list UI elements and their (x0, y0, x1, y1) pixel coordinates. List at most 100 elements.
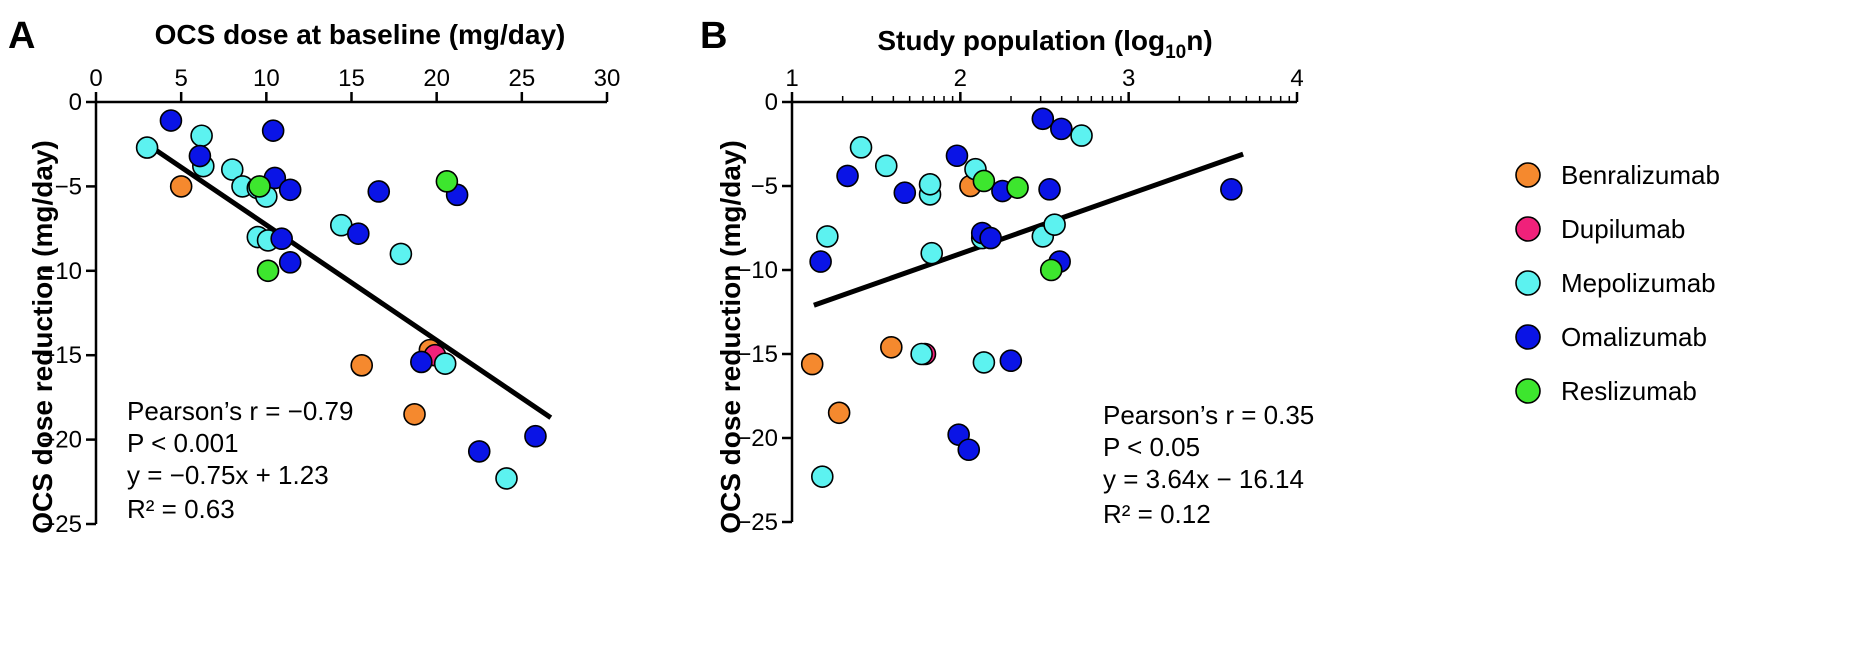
panel-b-y-tick-label: −15 (737, 341, 778, 368)
panel-a-x-tick-label: 0 (89, 65, 102, 92)
panel-a-point-mepolizumab (495, 467, 518, 490)
legend-label-omalizumab: Omalizumab (1561, 322, 1707, 352)
panel-a-point-reslizumab (435, 170, 459, 193)
legend-marker-dupilumab (1515, 216, 1541, 242)
legend-label-reslizumab: Reslizumab (1561, 376, 1697, 406)
panel-b-point-omalizumab (809, 250, 832, 273)
legend-marker-omalizumab (1515, 324, 1541, 350)
panel-a-axes: 0 5 10 15 20 25 30 0 −5 −10 −15 −20 −25 (41, 65, 620, 538)
panel-b-stat-equation: y = 3.64x − 16.14 (1103, 464, 1304, 494)
panel-a-stats: Pearson’s r = −0.79 P < 0.001 y = −0.75x… (127, 396, 353, 524)
panel-b-stat-p: P < 0.05 (1103, 432, 1200, 462)
panel-b-y-tick-label: 0 (765, 89, 778, 116)
panel-b-point-mepolizumab (874, 154, 898, 178)
panel-b-x-tick-label: 3 (1122, 65, 1135, 92)
panel-a-point-omalizumab (367, 180, 391, 203)
panel-b-point-mepolizumab (910, 342, 933, 366)
panel-b-point-mepolizumab (1043, 213, 1066, 236)
panel-a-y-tick-label: −15 (41, 342, 82, 369)
panel-b-point-omalizumab (957, 438, 981, 462)
panel-a-point-omalizumab (278, 251, 302, 274)
legend: Benralizumab Dupilumab Mepolizumab Omalizum… (1515, 160, 1720, 406)
panel-a-x-tick-label: 15 (338, 65, 365, 92)
panel-a-point-omalizumab (270, 227, 293, 251)
panel-b-point-omalizumab (1031, 107, 1055, 131)
panel-a-x-tick-label: 25 (508, 65, 535, 92)
panel-a-point-omalizumab (347, 222, 370, 245)
panel-a-stat-r2: R² = 0.63 (127, 494, 235, 524)
panel-a-y-tick-label: 0 (69, 89, 82, 116)
panel-a-point-omalizumab (467, 440, 491, 463)
panel-b-x-title-end: n) (1186, 25, 1212, 56)
legend-marker-benralizumab (1515, 162, 1541, 188)
panel-b-y-tick-label: −20 (737, 425, 778, 452)
panel-a-x-tick-label: 5 (174, 65, 187, 92)
panel-letter-b: B (700, 15, 727, 57)
panel-b-y-axis-title: OCS dose reduction (mg/day) (715, 140, 746, 534)
panel-a-regression-line (145, 142, 553, 420)
panel-a-y-tick-label: −10 (41, 258, 82, 285)
panel-b-point-omalizumab (836, 164, 859, 188)
panel-b-point-mepolizumab (849, 136, 873, 159)
panel-b-stat-r2: R² = 0.12 (1103, 499, 1211, 529)
panel-b-point-omalizumab (979, 226, 1002, 250)
panel-b-x-title-main: Study population (log (877, 25, 1165, 56)
panel-b-point-reslizumab (972, 169, 996, 193)
panel-a-x-tick-label: 20 (423, 65, 450, 92)
panel-b-point-reslizumab (1039, 258, 1063, 282)
panel-a-point-omalizumab (278, 178, 302, 202)
panel-a-stat-equation: y = −0.75x + 1.23 (127, 460, 329, 490)
panel-a-y-tick-label: −5 (55, 173, 82, 200)
panel-a-point-mepolizumab (135, 136, 159, 159)
panel-a-point-reslizumab (256, 259, 280, 283)
panel-b-point-benralizumab (880, 335, 903, 359)
panel-b-x-tick-label: 2 (954, 65, 967, 92)
panel-b-stats: Pearson’s r = 0.35 P < 0.05 y = 3.64x − … (1103, 400, 1314, 529)
panel-b-x-tick-label: 4 (1290, 65, 1303, 92)
panel-b-point-mepolizumab (920, 241, 944, 265)
panel-a-x-tick-label: 10 (253, 65, 280, 92)
panel-a-point-benralizumab (403, 402, 426, 426)
panel-b-x-axis-title: Study population (log10n) (877, 25, 1212, 63)
panel-letter-a: A (8, 15, 35, 57)
panel-b-stat-pearson: Pearson’s r = 0.35 (1103, 400, 1314, 430)
panel-a-x-axis-title: OCS dose at baseline (mg/day) (155, 19, 566, 50)
panel-a-point-reslizumab (248, 175, 271, 198)
panel-b-x-tick-label: 1 (785, 65, 798, 92)
panel-b-point-reslizumab (1006, 176, 1029, 199)
legend-marker-reslizumab (1515, 378, 1541, 404)
panel-b-points (800, 107, 1243, 488)
panel-b-point-omalizumab (1038, 178, 1061, 201)
panel-a-point-mepolizumab (389, 242, 413, 266)
panel-a-y-tick-label: −20 (41, 427, 82, 454)
legend-label-mepolizumab: Mepolizumab (1561, 268, 1716, 298)
panel-a-y-tick-label: −25 (41, 511, 82, 538)
panel-a-stat-pearson: Pearson’s r = −0.79 (127, 396, 353, 426)
panel-b-point-omalizumab (1050, 117, 1073, 141)
panel-a-points (135, 109, 547, 490)
panel-b-point-mepolizumab (816, 225, 839, 248)
panel-a-x-tick-label: 30 (594, 65, 621, 92)
panel-a-point-omalizumab (188, 144, 212, 168)
panel-b-point-omalizumab (945, 144, 969, 168)
panel-b-point-omalizumab (893, 181, 917, 205)
panel-b-point-mepolizumab (972, 351, 996, 374)
panel-b-point-omalizumab (1220, 178, 1243, 201)
panel-a-point-omalizumab (261, 119, 285, 142)
panel-b-x-title-sub: 10 (1165, 42, 1186, 63)
panel-b-point-mepolizumab (810, 465, 834, 488)
panel-b-regression-line (813, 151, 1244, 308)
panel-a-point-omalizumab (524, 424, 547, 448)
legend-label-dupilumab: Dupilumab (1561, 214, 1685, 244)
panel-b-fit (813, 151, 1244, 308)
panel-a-point-mepolizumab (433, 352, 457, 375)
panel-b-axes: 1 2 3 4 0 −5 −10 −15 −20 −25 (737, 65, 1303, 536)
panel-a-y-axis-title: OCS dose reduction (mg/day) (27, 140, 58, 534)
panel-a-point-mepolizumab (220, 158, 244, 181)
panel-b-y-tick-label: −10 (737, 257, 778, 284)
panel-a-point-benralizumab (350, 354, 374, 377)
panel-b-point-mepolizumab (918, 173, 942, 196)
panel-b-point-benralizumab (800, 352, 824, 376)
panel-b-y-tick-label: −25 (737, 509, 778, 536)
